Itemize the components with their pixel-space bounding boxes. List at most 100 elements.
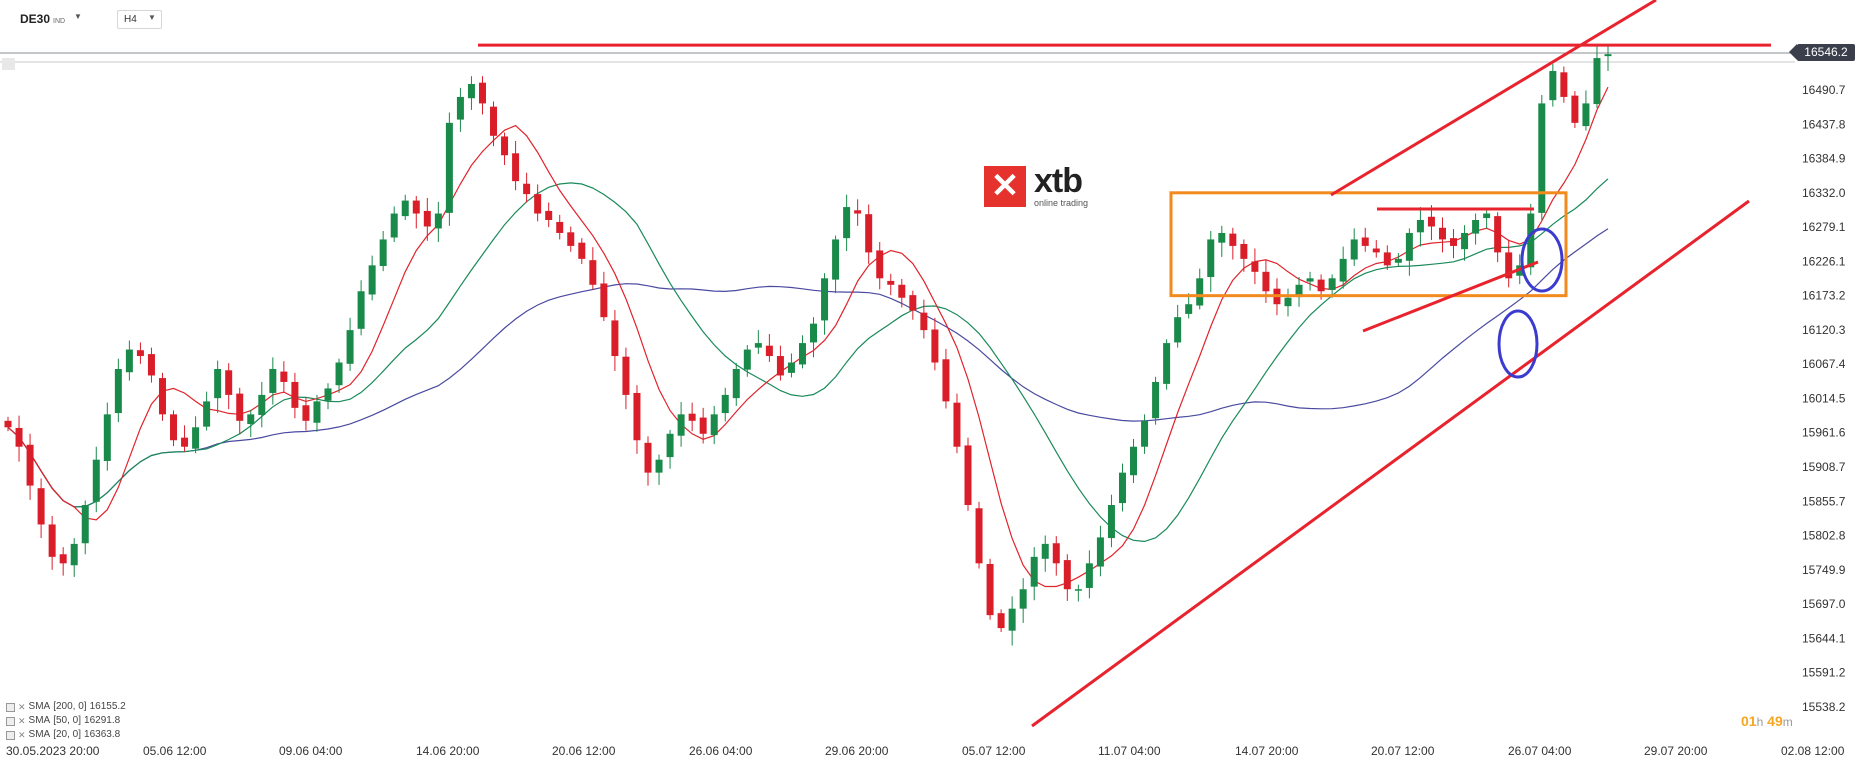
- candle-body: [1472, 220, 1480, 234]
- candle-body: [147, 354, 155, 376]
- candle-body: [854, 210, 862, 214]
- candle-body: [335, 362, 343, 386]
- candle-body: [236, 393, 244, 421]
- candle-body: [1394, 258, 1402, 263]
- x-tick-label: 14.07 20:00: [1235, 744, 1299, 758]
- candle-body: [1494, 216, 1502, 253]
- candle-body: [1085, 563, 1093, 588]
- candle-body: [732, 368, 740, 399]
- indicator-value: 16291.8: [84, 715, 121, 726]
- sma-200-line: [7, 228, 1609, 508]
- y-tick-label: 16067.4: [1802, 357, 1846, 371]
- candle-body: [931, 329, 939, 363]
- candle-body: [887, 280, 895, 285]
- candle-body: [456, 96, 464, 120]
- candle-body: [92, 459, 100, 502]
- y-tick-label: 16226.1: [1802, 254, 1846, 268]
- candle-body: [291, 381, 299, 408]
- chevron-down-icon[interactable]: ▼: [74, 12, 82, 21]
- timer-hours-unit: h: [1756, 715, 1764, 729]
- candle-body: [357, 291, 365, 329]
- indicator-settings-icon[interactable]: [6, 730, 15, 740]
- indicator-settings-icon[interactable]: [6, 716, 15, 726]
- indicator-settings-icon[interactable]: [6, 702, 15, 712]
- candle-body: [1041, 543, 1049, 559]
- drawing-annotations[interactable]: [478, 0, 1771, 728]
- candle-body: [1328, 278, 1336, 290]
- candle-body: [70, 543, 78, 566]
- candle-body: [1505, 252, 1513, 279]
- candle-body: [1107, 505, 1115, 539]
- x-tick-label: 26.07 04:00: [1508, 744, 1572, 758]
- candle-body: [754, 343, 762, 348]
- price-axis[interactable]: 16490.7 16437.8 16384.9 16332.0 16279.1 16226…: [1802, 83, 1846, 714]
- legend-item[interactable]: ✕ SMA [200, 0] 16155.2: [6, 700, 126, 714]
- candle-body: [280, 371, 288, 382]
- candle-body: [1361, 237, 1369, 246]
- candle-body: [1096, 537, 1104, 567]
- candle-body: [876, 250, 884, 279]
- candle-body: [1427, 216, 1435, 227]
- x-tick-label: 14.06 20:00: [416, 744, 480, 758]
- candle-body: [843, 207, 851, 239]
- candle-body: [1141, 420, 1149, 447]
- indicator-value: 16155.2: [89, 701, 126, 712]
- legend-item[interactable]: ✕ SMA [20, 0] 16363.8: [6, 728, 126, 742]
- symbol-selector[interactable]: DE30 IND: [20, 12, 65, 26]
- candle-body: [1461, 232, 1469, 250]
- last-price-tag: 16546.2: [1789, 44, 1855, 61]
- breakout-circle: [1520, 227, 1564, 293]
- candle-body: [467, 83, 475, 99]
- candle-body: [81, 505, 89, 544]
- candle-body: [1207, 239, 1215, 278]
- y-tick-label: 15749.9: [1802, 563, 1846, 577]
- indicator-name: SMA: [28, 701, 51, 712]
- y-tick-label: 15855.7: [1802, 494, 1846, 508]
- candle-body: [1196, 278, 1204, 306]
- close-icon[interactable]: ✕: [18, 702, 26, 712]
- candle-body: [1174, 317, 1182, 343]
- candle-body: [898, 284, 906, 298]
- candle-body: [1604, 54, 1612, 57]
- legend-item[interactable]: ✕ SMA [50, 0] 16291.8: [6, 714, 126, 728]
- candle-body: [1350, 239, 1358, 260]
- candle-body: [721, 394, 729, 414]
- y-tick-label: 16279.1: [1802, 220, 1846, 234]
- x-tick-label: 30.05.2023 20:00: [6, 744, 100, 758]
- candle-body: [688, 413, 696, 421]
- xtb-x-icon: ✕: [984, 166, 1026, 207]
- close-icon[interactable]: ✕: [18, 730, 26, 740]
- candle-body: [1251, 261, 1259, 272]
- candle-body: [589, 260, 597, 285]
- candle-body: [48, 524, 56, 557]
- x-tick-label: 20.06 12:00: [552, 744, 616, 758]
- candle-body: [787, 362, 795, 373]
- time-axis[interactable]: 30.05.2023 20:00 05.06 12:00 09.06 04:00 14…: [6, 744, 1845, 758]
- y-tick-label: 16332.0: [1802, 186, 1846, 200]
- chevron-down-icon: ▼: [148, 13, 156, 22]
- timeframe-selector[interactable]: H4 ▼: [117, 10, 162, 29]
- logo-tagline: online trading: [1034, 198, 1089, 208]
- candle-body: [434, 213, 442, 229]
- candle-body: [909, 295, 917, 311]
- y-tick-label: 15591.2: [1802, 666, 1846, 680]
- y-tick-label: 15644.1: [1802, 631, 1846, 645]
- x-tick-label: 02.08 12:00: [1781, 744, 1845, 758]
- candle-body: [1130, 446, 1138, 476]
- candle-body: [611, 320, 619, 357]
- candle-body: [1118, 472, 1126, 504]
- candle-body: [15, 427, 23, 447]
- close-icon[interactable]: ✕: [18, 716, 26, 726]
- candle-body: [1450, 238, 1458, 246]
- y-tick-label: 15697.0: [1802, 597, 1846, 611]
- y-tick-label: 16120.3: [1802, 323, 1846, 337]
- candle-body: [214, 368, 222, 399]
- candle-body: [1438, 227, 1446, 240]
- y-tick-label: 15802.8: [1802, 529, 1846, 543]
- indicator-name: SMA: [28, 729, 51, 740]
- y-tick-label: 16437.8: [1802, 117, 1846, 131]
- candle-body: [1549, 71, 1557, 101]
- candle-body: [423, 210, 431, 227]
- candle-body: [1483, 213, 1491, 219]
